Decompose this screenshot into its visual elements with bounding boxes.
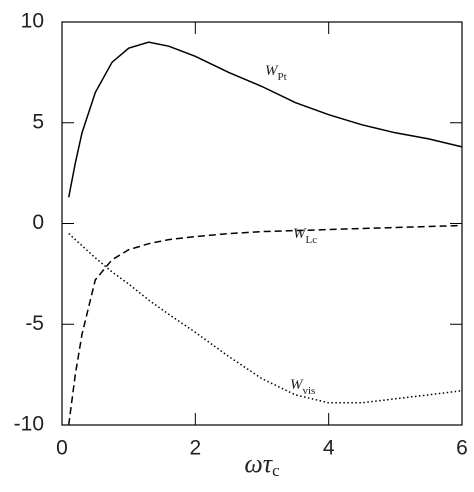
x-tick-label: 4 [323,437,335,460]
plot-frame [61,21,463,426]
x-label-main: ωτ [244,449,273,478]
annotation: WLc [293,226,317,245]
y-tick-label: -10 [14,413,44,436]
x-label-sub: c [272,461,280,480]
series-line [68,233,463,404]
series-line [67,224,463,426]
annotation-main: W [290,377,304,393]
x-tick-label: 0 [56,437,68,460]
series-line [67,41,463,198]
y-tick-label: 0 [32,211,44,234]
x-tick-label: 2 [189,437,201,460]
annotation: WPt [265,63,287,82]
annotation-main: W [265,63,279,79]
annotation-sub: Pt [278,71,287,83]
x-axis-label: ωτc [244,449,280,480]
annotation-main: W [293,226,307,242]
annotation-sub: vis [303,385,316,397]
x-tick-label: 6 [456,437,468,460]
y-tick-label: -5 [25,312,44,335]
y-tick-label: 5 [32,110,44,133]
annotation-sub: Lc [306,234,318,246]
y-tick-label: 10 [21,10,44,33]
annotation: Wvis [290,377,315,396]
